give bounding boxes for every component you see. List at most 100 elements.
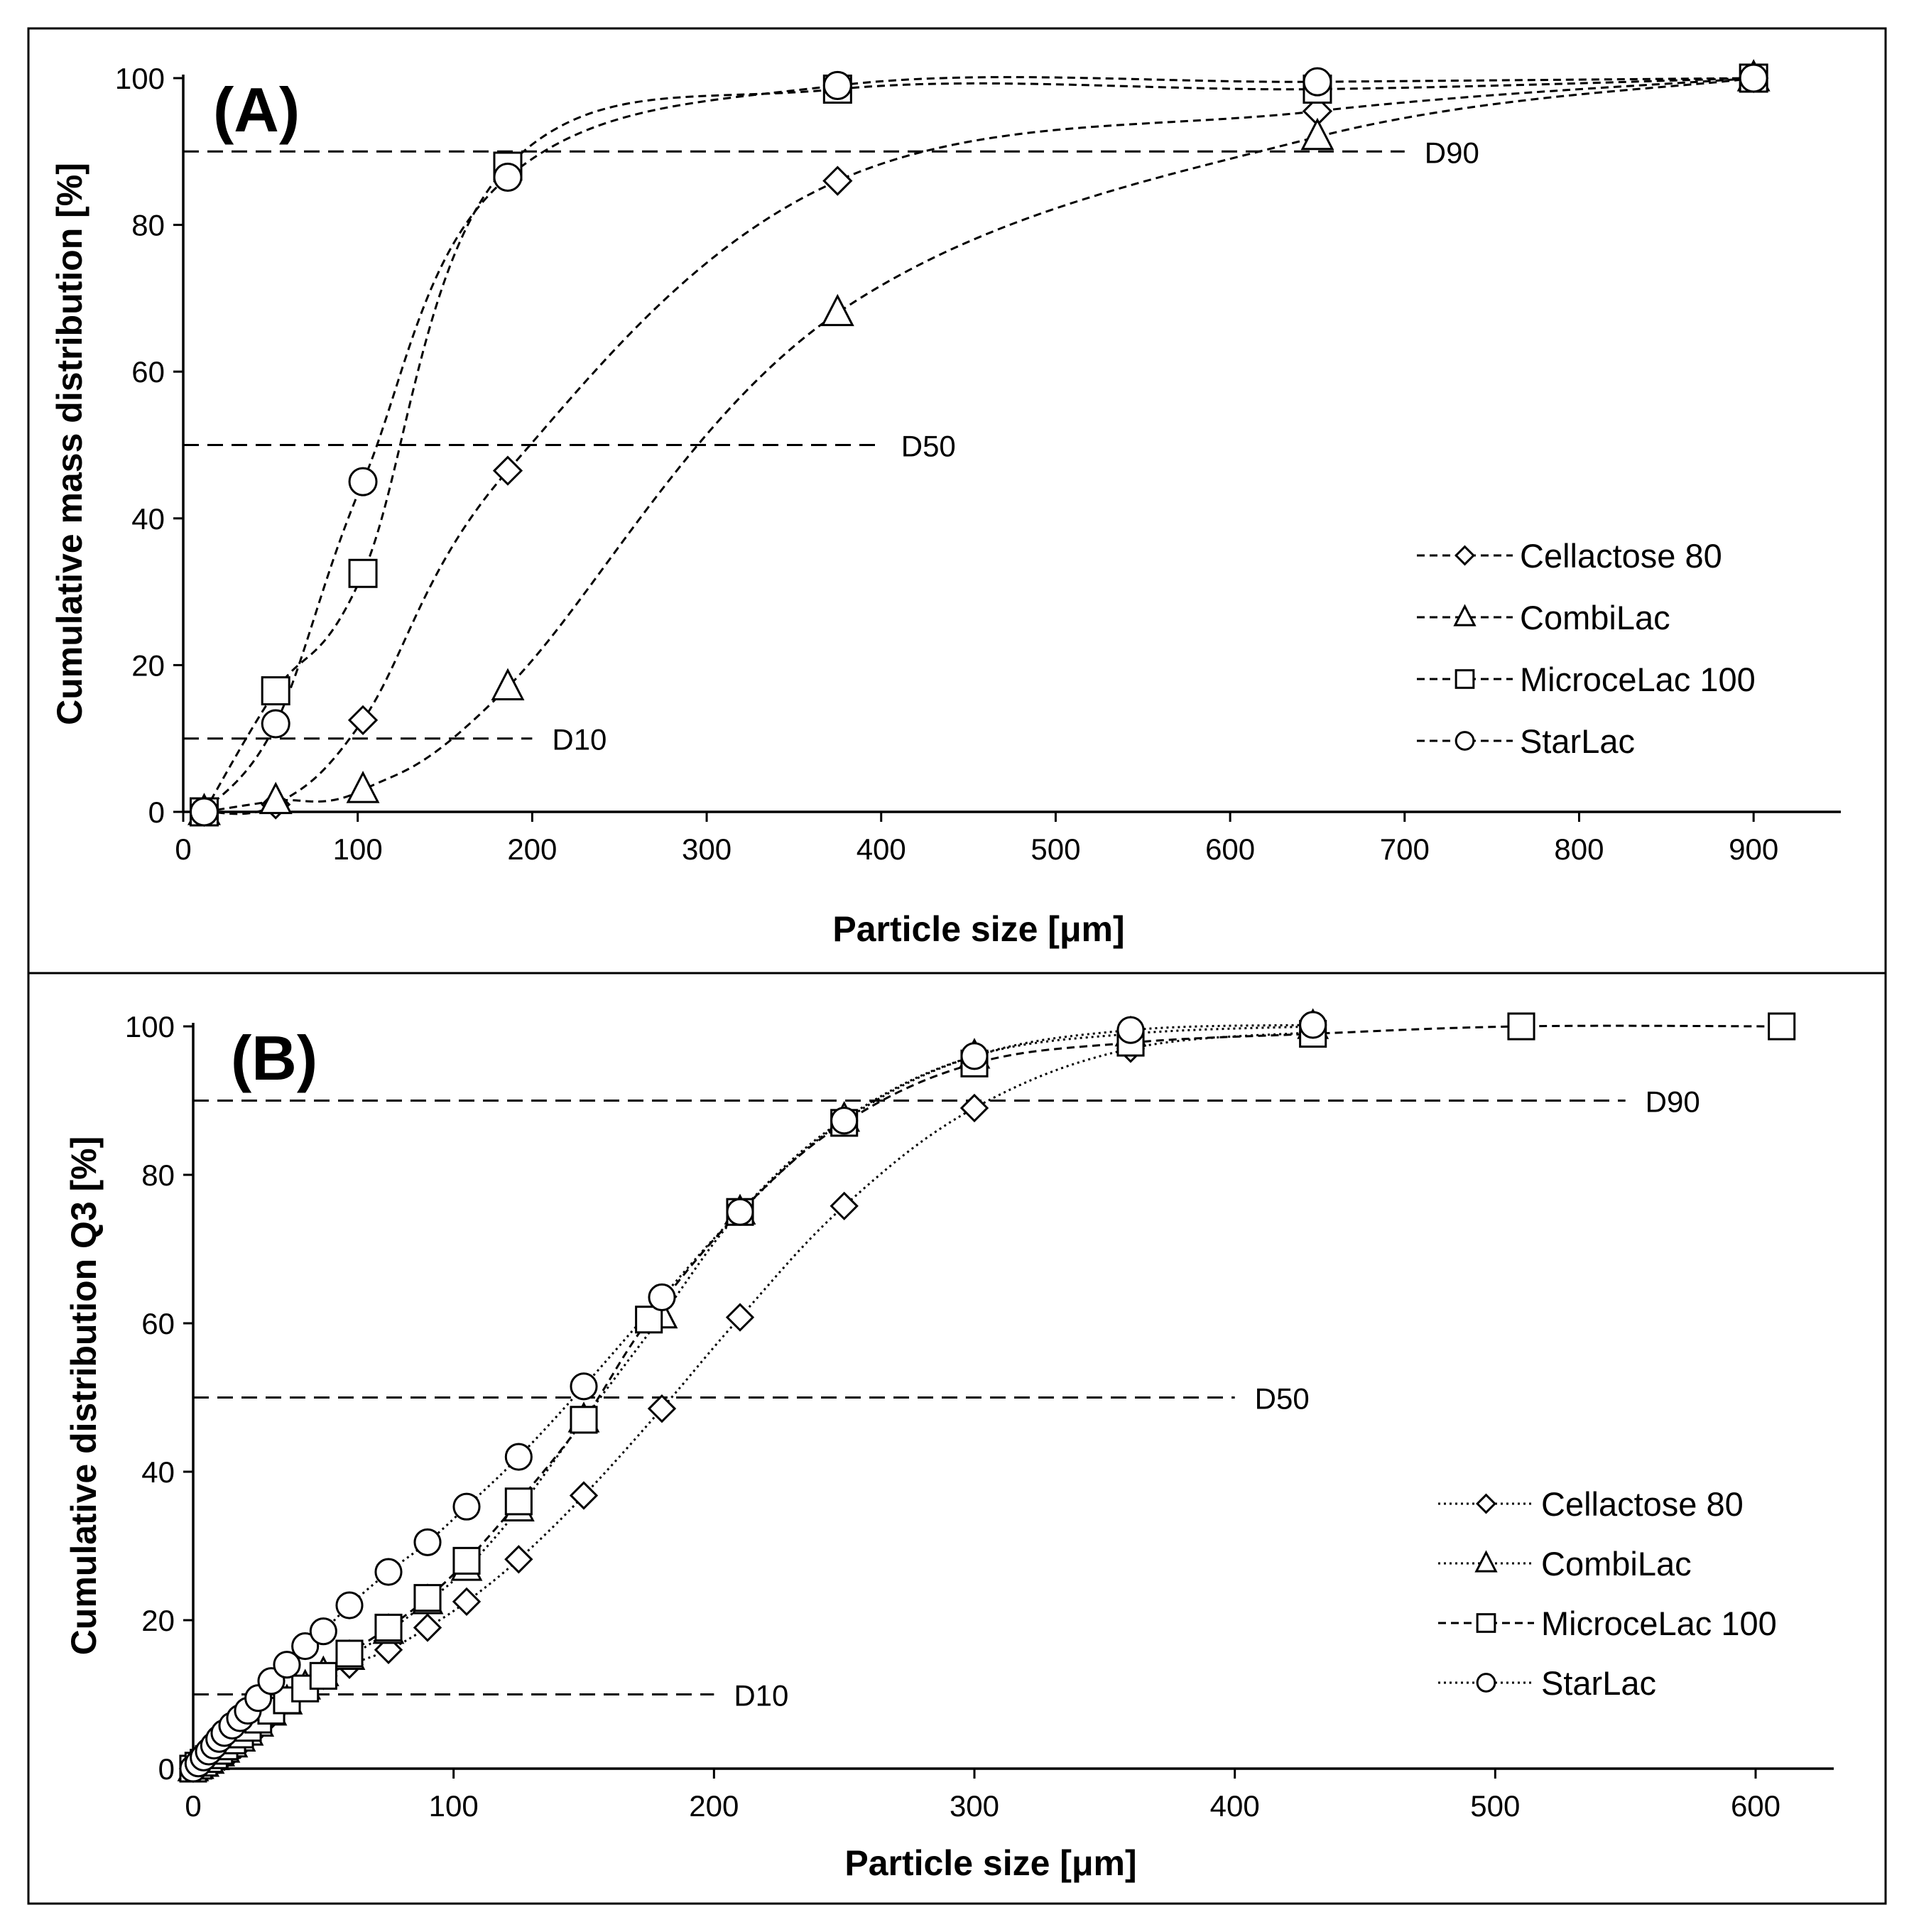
panel-b-y-tick-label: 100 xyxy=(125,1010,175,1043)
panel-a-point-combilac xyxy=(491,668,525,700)
panel-b-legend-marker-cellactose-80 xyxy=(1476,1493,1496,1514)
panel-b-y-tick-label: 80 xyxy=(141,1158,175,1192)
panel-a-legend-label-combilac: CombiLac xyxy=(1520,599,1670,636)
panel-b-x-tick-label: 100 xyxy=(429,1789,479,1823)
panel-b-point-starlac xyxy=(504,1443,533,1471)
panel-a-legend-marker-starlac xyxy=(1454,731,1475,751)
panel-b-point-starlac xyxy=(374,1558,403,1586)
panel-b-legend-label-microcelac-100: MicroceLac 100 xyxy=(1541,1605,1777,1642)
panel-b-point-starlac xyxy=(830,1107,859,1135)
panel-b-point-starlac xyxy=(309,1617,337,1646)
panel-b-point-cellactose-80 xyxy=(452,1587,482,1617)
panel-a-legend: Cellactose 80 CombiLac MicroceLac 100 StarL… xyxy=(1417,537,1756,760)
panel-a-series-line-cellactose-80 xyxy=(204,77,1754,815)
panel-b-x-tick-label: 400 xyxy=(1210,1789,1260,1823)
panel-a-legend-label-microcelac-100: MicroceLac 100 xyxy=(1520,661,1756,698)
panel-b-d90-label: D90 xyxy=(1646,1085,1700,1119)
panel-a-x-tick-label: 200 xyxy=(507,832,557,866)
panel-a-x-tick-label: 600 xyxy=(1205,832,1255,866)
panel-a-y-tick-label: 80 xyxy=(131,209,165,242)
panel-a-point-starlac xyxy=(1739,63,1768,93)
panel-b-point-microcelac-100 xyxy=(635,1306,663,1334)
panel-a-d10-label: D10 xyxy=(552,723,607,756)
panel-a-point-starlac xyxy=(261,709,290,739)
panel-b-label: (B) xyxy=(231,1023,317,1093)
panel-a-x-tick-label: 900 xyxy=(1729,832,1778,866)
panel-a-legend-marker-microcelac-100 xyxy=(1454,669,1475,689)
panel-a-point-combilac xyxy=(346,771,380,803)
panel-a-legend-label-starlac: StarLac xyxy=(1520,722,1635,760)
panel-a-point-microcelac-100 xyxy=(261,676,290,706)
panel-b-point-cellactose-80 xyxy=(374,1635,403,1664)
panel-b-d10-label: D10 xyxy=(734,1679,788,1713)
panel-b-y-tick-label: 20 xyxy=(141,1604,175,1637)
panel-b-legend-marker-starlac xyxy=(1476,1673,1496,1693)
panel-a-y-tick-label: 60 xyxy=(131,355,165,389)
panel-a-legend-label-cellactose-80: Cellactose 80 xyxy=(1520,537,1722,575)
panel-b-legend-label-starlac: StarLac xyxy=(1541,1664,1656,1702)
panel-a-point-starlac xyxy=(493,162,523,192)
panel-a-point-cellactose-80 xyxy=(822,165,853,196)
panel-b-y-axis-label: Cumulative distribution Q3 [%] xyxy=(64,1136,104,1656)
panel-b-point-microcelac-100 xyxy=(504,1487,533,1516)
panel-a-series xyxy=(187,59,1771,827)
panel-b-point-starlac xyxy=(452,1492,481,1521)
panel-a-x-tick-label: 400 xyxy=(857,832,906,866)
panel-b-point-microcelac-100 xyxy=(452,1546,481,1575)
panel-a-point-starlac xyxy=(822,70,852,100)
panel-b-point-cellactose-80 xyxy=(504,1545,533,1574)
panel-a-y-axis-label: Cumulative mass distribution [%] xyxy=(50,163,89,725)
panel-a-x-tick-label: 0 xyxy=(175,832,191,866)
panel-b-point-starlac xyxy=(273,1651,301,1679)
panel-b-d50-label: D50 xyxy=(1255,1382,1310,1416)
panel-a-point-microcelac-100 xyxy=(348,558,378,588)
panel-a-frame xyxy=(27,27,1887,975)
panel-b-point-microcelac-100 xyxy=(1768,1012,1796,1041)
panel-b-legend: Cellactose 80 CombiLac MicroceLac 100 StarL… xyxy=(1438,1485,1777,1702)
panel-a-series-line-microcelac-100 xyxy=(203,77,1754,813)
panel-b-point-microcelac-100 xyxy=(309,1661,337,1690)
panel-b-point-starlac xyxy=(960,1042,989,1070)
panel-a-axes: 0 100 200 300 400 500 600 700 800 900 0 20 40 60 80 100 xyxy=(115,62,1841,866)
panel-b-point-starlac xyxy=(1116,1016,1145,1044)
panel-a-point-starlac xyxy=(189,797,219,827)
panel-a-chart: 0 100 200 300 400 500 600 700 800 900 0 20 40 60 80 100… xyxy=(50,59,1841,949)
panel-a-point-combilac xyxy=(820,293,854,327)
panel-b-x-tick-label: 0 xyxy=(185,1789,201,1823)
panel-b-legend-marker-combilac xyxy=(1474,1550,1498,1573)
panel-b-point-starlac xyxy=(1299,1011,1327,1039)
panel-a-y-tick-label: 20 xyxy=(131,648,165,682)
panel-b-series-line-microcelac-100 xyxy=(192,1024,1782,1770)
panel-b-point-cellactose-80 xyxy=(830,1191,859,1221)
panel-b-point-cellactose-80 xyxy=(725,1303,755,1332)
panel-b-series xyxy=(177,1008,1796,1784)
panel-a-point-combilac xyxy=(1300,117,1334,151)
panel-a-x-tick-label: 100 xyxy=(333,832,383,866)
panel-b-y-tick-label: 60 xyxy=(141,1307,175,1340)
panel-b-point-starlac xyxy=(335,1591,364,1619)
panel-b-point-cellactose-80 xyxy=(569,1481,599,1510)
panel-b-point-microcelac-100 xyxy=(335,1639,364,1668)
panel-b-frame xyxy=(27,972,1887,1905)
panel-a-x-tick-label: 300 xyxy=(682,832,732,866)
panel-b-point-microcelac-100 xyxy=(1507,1012,1535,1041)
panel-b-x-tick-label: 300 xyxy=(950,1789,999,1823)
panel-a-x-tick-label: 500 xyxy=(1031,832,1080,866)
panel-b-axes: 0 100 200 300 400 500 600 0 20 40 60 80 100 xyxy=(125,1010,1834,1823)
panel-b-legend-label-combilac: CombiLac xyxy=(1541,1545,1692,1583)
panel-a-series-line-combilac xyxy=(204,77,1754,813)
panel-b-x-tick-label: 200 xyxy=(689,1789,739,1823)
panel-a-x-tick-label: 700 xyxy=(1380,832,1430,866)
panel-a-legend-marker-cellactose-80 xyxy=(1454,545,1475,566)
panel-b-x-axis-label: Particle size [μm] xyxy=(844,1843,1136,1883)
panel-a-point-cellactose-80 xyxy=(347,705,379,735)
panel-a-y-tick-label: 40 xyxy=(131,502,165,536)
panel-a-point-combilac xyxy=(259,781,293,815)
panel-b-point-cellactose-80 xyxy=(647,1394,677,1423)
panel-b-x-tick-label: 500 xyxy=(1470,1789,1520,1823)
panel-b-point-starlac xyxy=(726,1198,754,1226)
panel-b-y-tick-label: 0 xyxy=(158,1752,175,1786)
panel-a-label: (A) xyxy=(213,75,300,145)
panel-a-d50-label: D50 xyxy=(901,430,956,463)
